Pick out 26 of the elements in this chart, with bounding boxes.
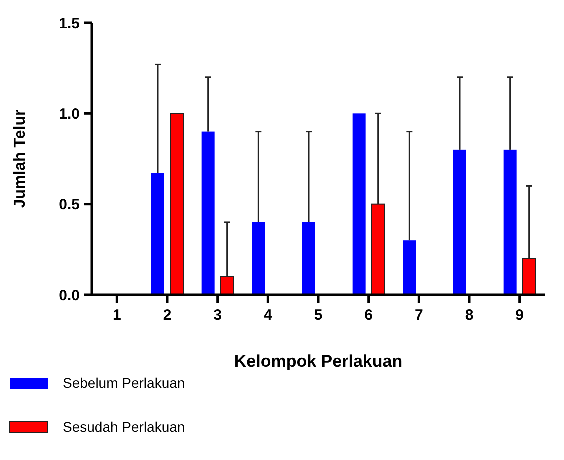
y-axis-title: Jumlah Telur <box>12 110 29 208</box>
legend-label: Sebelum Perlakuan <box>63 374 186 391</box>
legend-label: Sesudah Perlakuan <box>63 418 186 435</box>
x-tick-label: 6 <box>364 307 374 324</box>
bar <box>454 150 466 295</box>
bar <box>170 113 184 296</box>
x-tick-label: 5 <box>314 307 323 324</box>
bar <box>403 240 416 295</box>
x-axis-title: Kelompok Perlakuan <box>234 352 403 371</box>
x-tick-label: 1 <box>112 307 122 324</box>
bar <box>302 222 316 295</box>
x-tick-label: 9 <box>516 307 524 324</box>
y-tick-label: 0.0 <box>59 287 80 304</box>
bar <box>352 114 366 295</box>
x-tick-label: 4 <box>264 307 273 324</box>
bar <box>202 132 215 295</box>
x-tick-label: 7 <box>414 307 424 324</box>
x-tick-label: 8 <box>465 307 474 324</box>
y-tick-label: 1.5 <box>59 15 80 32</box>
bar <box>504 150 517 295</box>
bar <box>252 222 266 295</box>
y-tick-label: 0.5 <box>59 196 80 214</box>
bar <box>152 174 164 295</box>
x-tick-label: 3 <box>214 307 222 324</box>
y-tick-label: 1.0 <box>59 106 80 123</box>
x-tick-label: 2 <box>163 307 172 324</box>
